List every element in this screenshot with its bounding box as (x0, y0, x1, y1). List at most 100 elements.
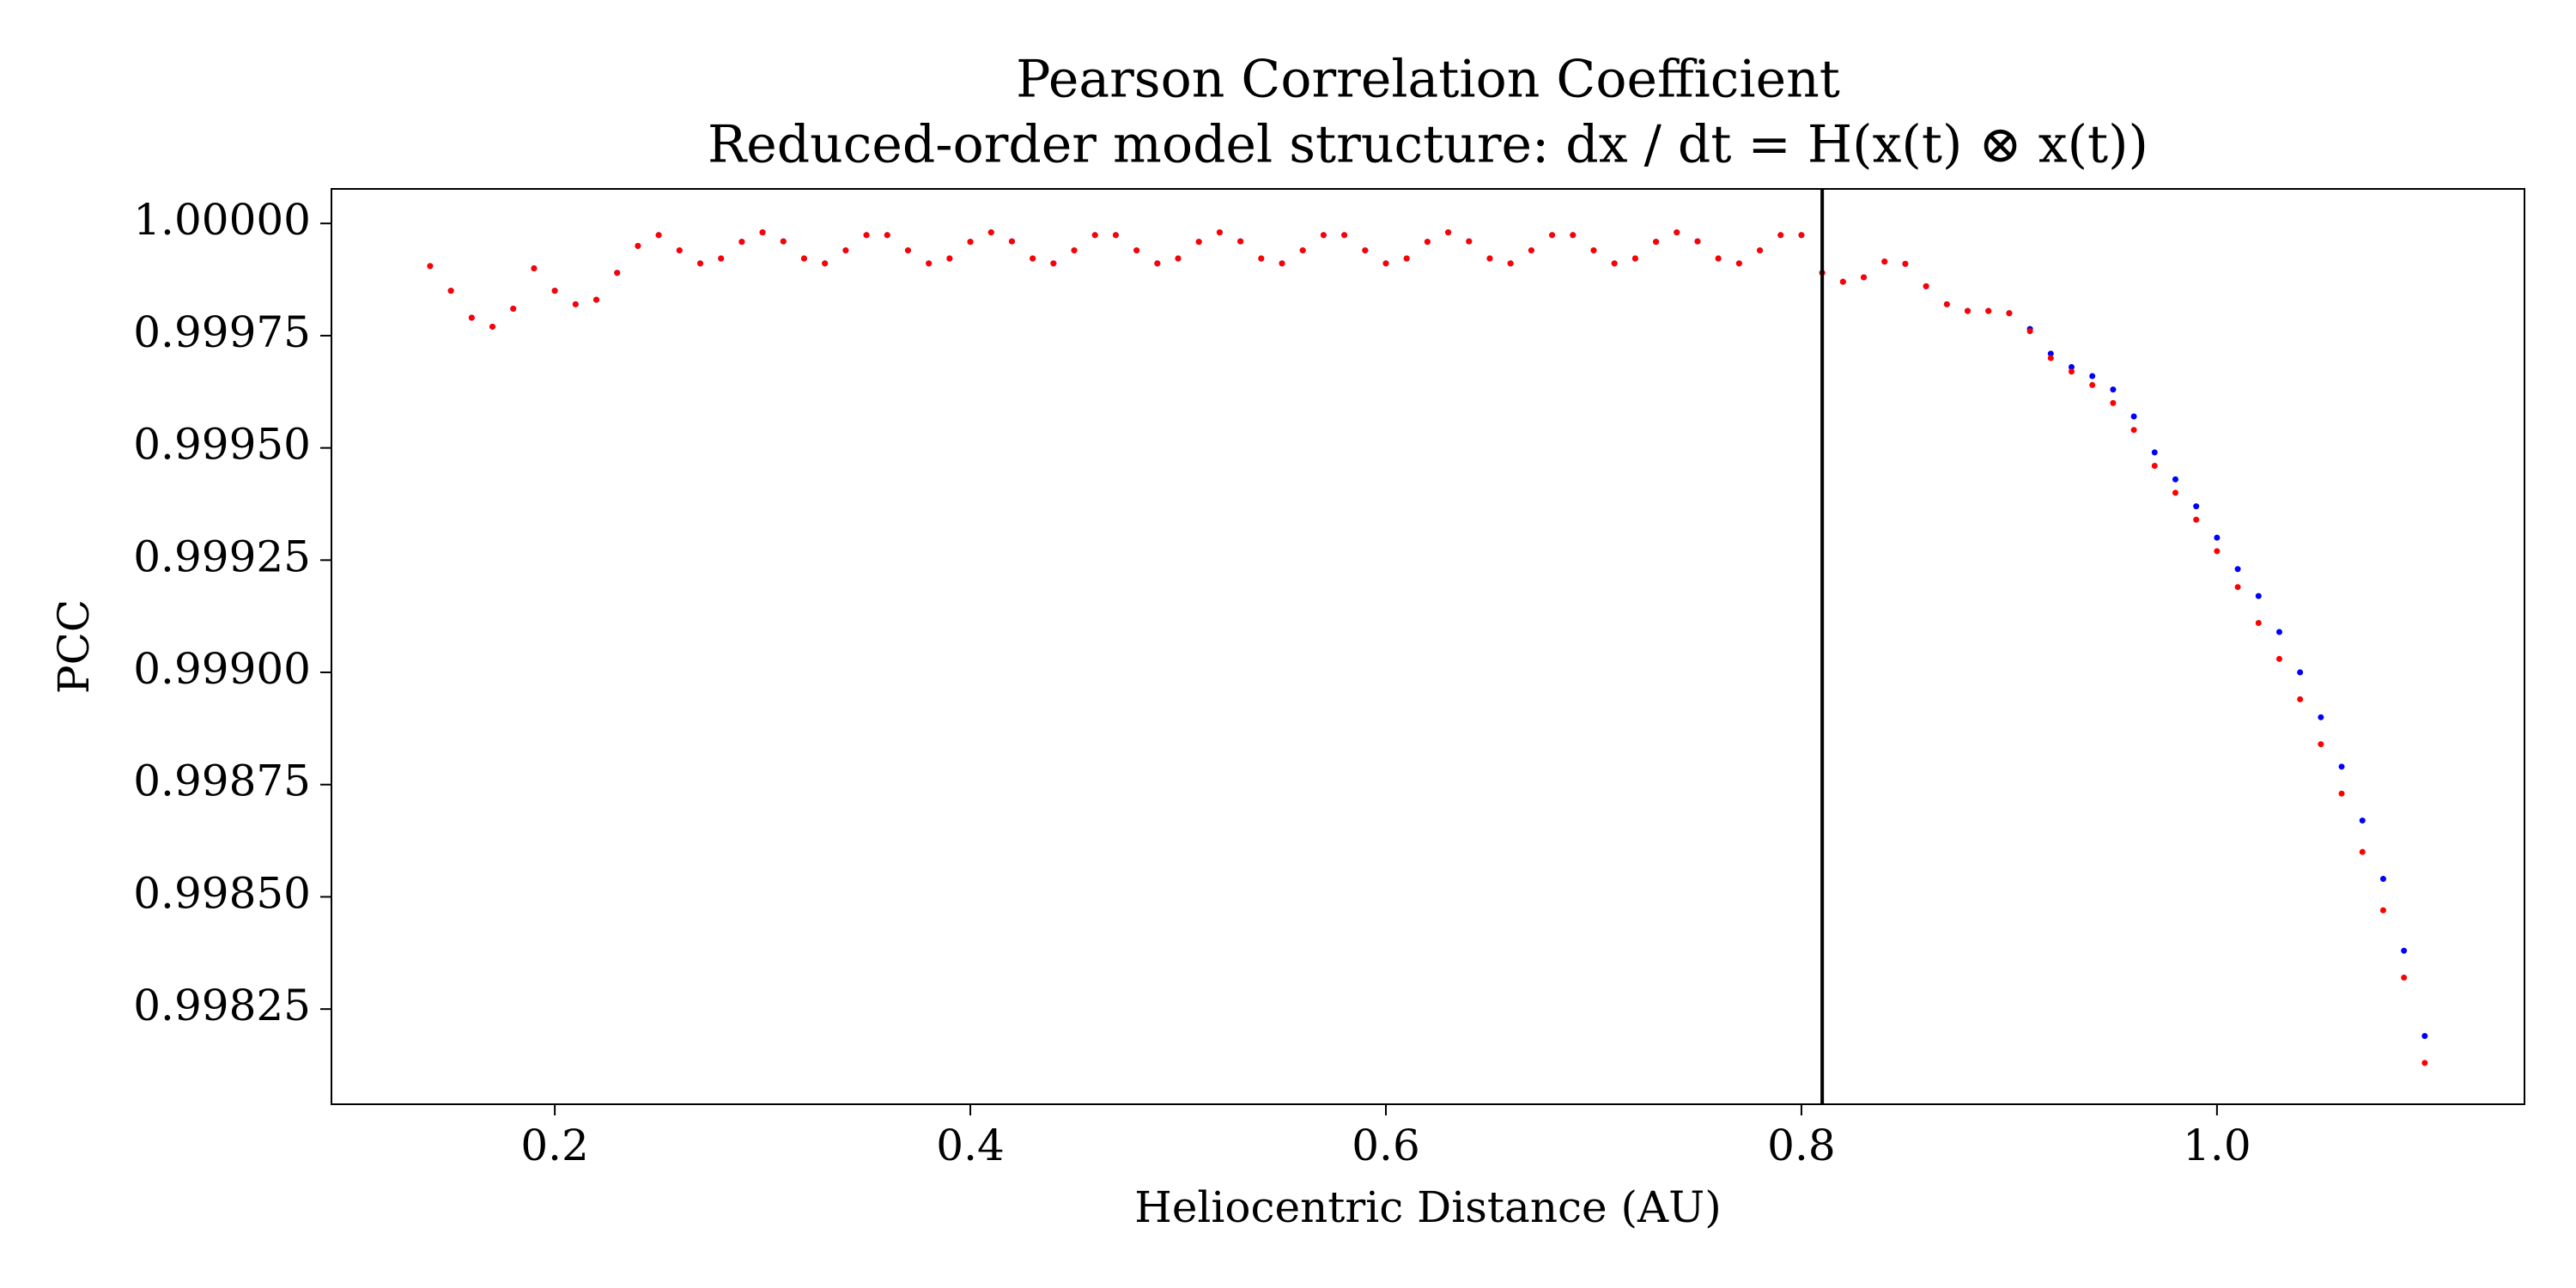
data-point (2401, 947, 2408, 954)
data-point (2401, 975, 2408, 981)
data-point (2359, 817, 2366, 824)
data-point (904, 247, 911, 254)
data-point (2047, 350, 2054, 357)
data-point (2130, 427, 2137, 434)
x-tick-label: 1.0 (2183, 1121, 2251, 1170)
data-point (1881, 258, 1888, 265)
data-point (2421, 1060, 2428, 1066)
data-point (2172, 476, 2178, 483)
data-point (1195, 239, 1202, 246)
data-point (2275, 655, 2282, 662)
data-point (1112, 232, 1119, 239)
data-point (1839, 278, 1846, 285)
data-point (2006, 310, 2013, 317)
data-point (1715, 255, 1722, 262)
data-point (696, 260, 703, 267)
data-point (2172, 489, 2178, 496)
data-point (1590, 247, 1597, 254)
data-point (2089, 373, 2096, 380)
x-axis-label: Heliocentric Distance (AU) (1134, 1182, 1722, 1232)
data-point (2214, 534, 2221, 541)
data-point (2359, 848, 2366, 855)
data-point (2421, 1033, 2428, 1040)
data-point (1549, 232, 1556, 239)
data-point (718, 255, 725, 262)
data-point (2130, 413, 2137, 420)
data-point (2193, 516, 2200, 523)
data-point (1777, 232, 1784, 239)
data-point (1923, 283, 1929, 289)
x-tick-label: 0.4 (936, 1121, 1005, 1170)
data-point (427, 263, 434, 270)
data-point (2069, 368, 2075, 375)
y-tick-label: 0.99825 (133, 981, 311, 1030)
data-point (1902, 260, 1909, 267)
data-point (1466, 238, 1473, 245)
y-tick-label: 1.00000 (133, 195, 311, 245)
data-point (2026, 328, 2033, 335)
data-point (842, 247, 849, 254)
data-point (655, 232, 662, 239)
data-point (1445, 229, 1452, 236)
data-point (800, 255, 807, 262)
data-point (1341, 232, 1348, 239)
data-point (1237, 238, 1244, 245)
y-tick-label: 0.99925 (133, 532, 311, 581)
data-point (2379, 876, 2386, 883)
data-point (1030, 255, 1036, 262)
data-point (1631, 255, 1638, 262)
plot-frame (331, 188, 2525, 1105)
data-point (2069, 364, 2075, 371)
y-axis-label: PCC (49, 599, 99, 694)
data-point (551, 288, 558, 295)
data-point (759, 229, 766, 236)
data-point (1943, 301, 1950, 307)
data-point (1507, 260, 1514, 267)
data-point (1861, 274, 1868, 281)
data-point (2234, 566, 2241, 573)
data-point (510, 306, 517, 313)
data-point (572, 301, 579, 307)
data-point (1694, 238, 1701, 245)
data-point (1216, 229, 1223, 236)
data-point (2151, 449, 2158, 456)
data-point (1175, 255, 1182, 262)
data-point (1071, 247, 1078, 254)
data-point (2047, 355, 2054, 361)
data-point (1133, 247, 1140, 254)
data-point (863, 232, 870, 239)
data-point (2297, 696, 2304, 702)
data-point (2318, 714, 2324, 720)
data-point (1424, 239, 1431, 246)
data-point (967, 239, 974, 246)
data-point (447, 288, 454, 295)
data-point (2255, 592, 2262, 599)
data-point (987, 229, 994, 236)
data-point (1985, 307, 1992, 314)
x-tick-label: 0.6 (1352, 1121, 1420, 1170)
data-point (635, 242, 641, 249)
data-point (1154, 260, 1161, 267)
data-point (884, 232, 890, 239)
data-point (1757, 247, 1764, 254)
data-point (1798, 232, 1805, 239)
chart-title: Pearson Correlation Coefficient (1016, 50, 1840, 110)
data-point (2338, 763, 2345, 770)
data-point (1279, 260, 1285, 267)
data-point (2089, 381, 2096, 388)
data-point (676, 247, 683, 254)
y-tick-label: 0.99950 (133, 420, 311, 470)
data-point (738, 239, 745, 246)
data-point (1258, 255, 1265, 262)
data-point (2193, 503, 2200, 510)
data-point (2151, 463, 2158, 470)
x-tick-label: 0.8 (1767, 1121, 1836, 1170)
x-tick-label: 0.2 (520, 1121, 589, 1170)
data-point (1382, 260, 1389, 267)
data-point (593, 296, 600, 303)
data-point (2275, 629, 2282, 635)
data-point (614, 270, 621, 276)
data-point (2214, 548, 2221, 555)
data-point (1674, 229, 1680, 236)
